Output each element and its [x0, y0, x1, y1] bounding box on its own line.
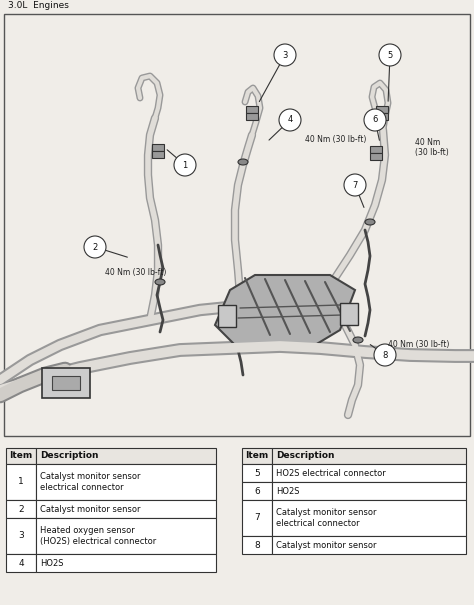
- FancyBboxPatch shape: [218, 305, 236, 327]
- FancyBboxPatch shape: [152, 144, 164, 151]
- Text: 3: 3: [18, 532, 24, 540]
- Text: 3.0L  Engines: 3.0L Engines: [8, 1, 69, 10]
- FancyBboxPatch shape: [370, 153, 382, 160]
- FancyBboxPatch shape: [36, 448, 216, 464]
- Text: 4: 4: [287, 116, 292, 125]
- FancyBboxPatch shape: [376, 113, 388, 120]
- Text: 1: 1: [182, 160, 188, 169]
- Circle shape: [364, 109, 386, 131]
- Text: 7: 7: [352, 180, 358, 189]
- Text: Description: Description: [40, 451, 99, 460]
- FancyBboxPatch shape: [242, 536, 272, 554]
- FancyBboxPatch shape: [242, 448, 272, 464]
- FancyBboxPatch shape: [246, 106, 258, 113]
- FancyBboxPatch shape: [340, 303, 358, 325]
- FancyBboxPatch shape: [42, 368, 90, 398]
- FancyBboxPatch shape: [4, 14, 470, 436]
- FancyBboxPatch shape: [6, 500, 36, 518]
- FancyBboxPatch shape: [36, 464, 216, 500]
- FancyBboxPatch shape: [272, 536, 466, 554]
- Text: 40 Nm (30 lb-ft): 40 Nm (30 lb-ft): [305, 135, 366, 144]
- FancyBboxPatch shape: [6, 554, 36, 572]
- Text: HO2S: HO2S: [276, 486, 300, 495]
- Text: 6: 6: [372, 116, 378, 125]
- FancyBboxPatch shape: [246, 113, 258, 120]
- Text: 4: 4: [18, 558, 24, 567]
- Text: Catalyst monitor sensor: Catalyst monitor sensor: [276, 540, 376, 549]
- FancyBboxPatch shape: [376, 106, 388, 113]
- Circle shape: [174, 154, 196, 176]
- FancyBboxPatch shape: [6, 448, 36, 464]
- Text: 1: 1: [18, 477, 24, 486]
- Text: Description: Description: [276, 451, 335, 460]
- Text: 2: 2: [92, 243, 98, 252]
- Text: 5: 5: [254, 468, 260, 477]
- Text: 40 Nm
(30 lb-ft): 40 Nm (30 lb-ft): [415, 138, 449, 157]
- Text: 8: 8: [383, 350, 388, 359]
- Text: 3: 3: [283, 50, 288, 59]
- Ellipse shape: [353, 337, 363, 343]
- Text: Item: Item: [246, 451, 269, 460]
- Circle shape: [274, 44, 296, 66]
- Polygon shape: [215, 275, 355, 345]
- Text: HO2S electrical connector: HO2S electrical connector: [276, 468, 386, 477]
- Ellipse shape: [238, 159, 248, 165]
- Circle shape: [344, 174, 366, 196]
- Ellipse shape: [365, 219, 375, 225]
- FancyBboxPatch shape: [152, 151, 164, 158]
- FancyBboxPatch shape: [36, 518, 216, 554]
- FancyBboxPatch shape: [6, 464, 36, 500]
- Text: 7: 7: [254, 514, 260, 523]
- FancyBboxPatch shape: [52, 376, 80, 390]
- Text: 5: 5: [387, 50, 392, 59]
- FancyBboxPatch shape: [6, 518, 36, 554]
- Text: 40 Nm (30 lb-ft): 40 Nm (30 lb-ft): [388, 340, 449, 349]
- Text: 40 Nm (30 lb-ft): 40 Nm (30 lb-ft): [105, 268, 166, 277]
- FancyBboxPatch shape: [242, 464, 272, 482]
- FancyBboxPatch shape: [272, 448, 466, 464]
- FancyBboxPatch shape: [370, 146, 382, 153]
- FancyBboxPatch shape: [272, 482, 466, 500]
- Text: Catalyst monitor sensor
electrical connector: Catalyst monitor sensor electrical conne…: [276, 508, 376, 528]
- Circle shape: [379, 44, 401, 66]
- Circle shape: [374, 344, 396, 366]
- FancyBboxPatch shape: [242, 482, 272, 500]
- Text: Catalyst monitor sensor: Catalyst monitor sensor: [40, 505, 140, 514]
- Text: 8: 8: [254, 540, 260, 549]
- FancyBboxPatch shape: [272, 500, 466, 536]
- Text: 6: 6: [254, 486, 260, 495]
- Text: Heated oxygen sensor
(HO2S) electrical connector: Heated oxygen sensor (HO2S) electrical c…: [40, 526, 156, 546]
- FancyBboxPatch shape: [272, 464, 466, 482]
- Circle shape: [84, 236, 106, 258]
- FancyBboxPatch shape: [36, 554, 216, 572]
- Text: Catalyst monitor sensor
electrical connector: Catalyst monitor sensor electrical conne…: [40, 472, 140, 492]
- FancyBboxPatch shape: [242, 500, 272, 536]
- Ellipse shape: [155, 279, 165, 285]
- Circle shape: [279, 109, 301, 131]
- Text: HO2S: HO2S: [40, 558, 64, 567]
- Text: Item: Item: [9, 451, 33, 460]
- FancyBboxPatch shape: [36, 500, 216, 518]
- Text: 2: 2: [18, 505, 24, 514]
